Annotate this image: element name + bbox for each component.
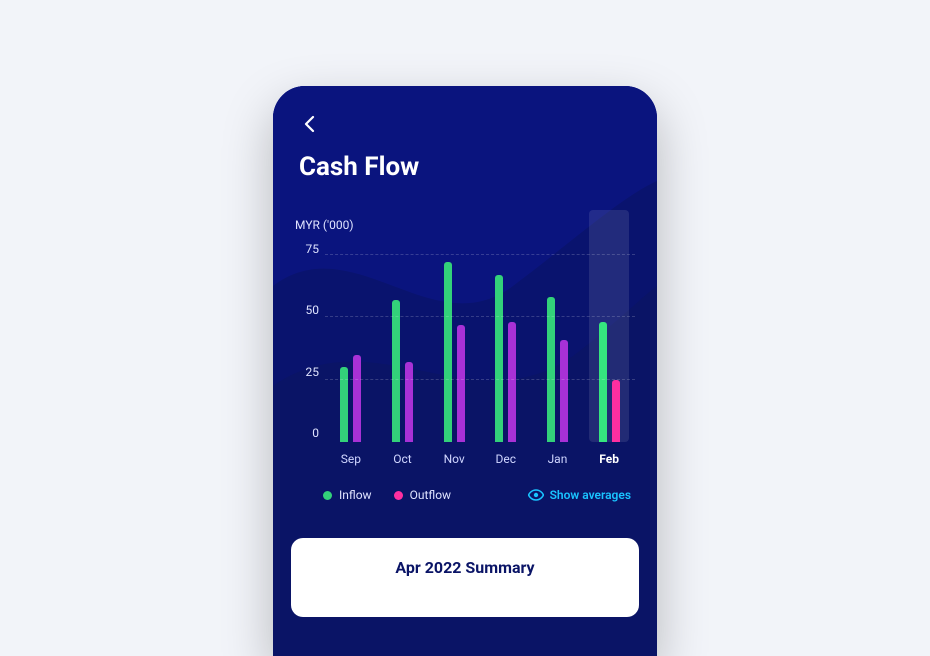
grid-line <box>325 379 635 380</box>
bar-group[interactable] <box>434 242 474 442</box>
x-tick: Feb <box>589 452 629 466</box>
bar-group[interactable] <box>486 242 526 442</box>
show-averages-label: Show averages <box>550 488 631 502</box>
outflow-bar <box>508 322 516 442</box>
legend-item: Outflow <box>394 488 451 502</box>
inflow-bar <box>495 275 503 443</box>
y-tick: 50 <box>306 303 320 317</box>
x-tick: Dec <box>486 452 526 466</box>
outflow-bar <box>612 380 620 443</box>
header: Cash Flow <box>273 86 657 190</box>
back-icon[interactable] <box>299 114 319 134</box>
y-axis-label: MYR ('000) <box>295 218 635 232</box>
legend-label: Inflow <box>339 488 372 502</box>
inflow-bar <box>599 322 607 442</box>
inflow-bar <box>444 262 452 442</box>
x-tick: Jan <box>537 452 577 466</box>
outflow-bar <box>560 340 568 443</box>
plot-wrap: 75 50 25 0 <box>295 242 635 442</box>
y-tick: 75 <box>306 242 320 256</box>
bar-group[interactable] <box>589 242 629 442</box>
grid-line <box>325 254 635 255</box>
page-title: Cash Flow <box>299 152 631 182</box>
summary-title: Apr 2022 Summary <box>311 558 619 577</box>
y-tick: 25 <box>306 365 320 379</box>
legend-swatch <box>323 491 332 500</box>
phone-frame: Cash Flow MYR ('000) 75 50 25 0 Sep Oct Nov De… <box>273 86 657 656</box>
chart: MYR ('000) 75 50 25 0 Sep Oct Nov Dec Jan Feb <box>273 190 657 466</box>
y-axis: 75 50 25 0 <box>295 242 319 442</box>
legend-item: Inflow <box>323 488 372 502</box>
bar-group[interactable] <box>382 242 422 442</box>
y-tick: 0 <box>312 426 319 440</box>
bar-group[interactable] <box>537 242 577 442</box>
inflow-bar <box>392 300 400 443</box>
grid-line <box>325 316 635 317</box>
bars-container <box>325 242 635 442</box>
bar-group[interactable] <box>331 242 371 442</box>
outflow-bar <box>457 325 465 443</box>
show-averages-button[interactable]: Show averages <box>528 488 631 502</box>
x-axis: Sep Oct Nov Dec Jan Feb <box>325 442 635 466</box>
legend-items: Inflow Outflow <box>323 488 451 502</box>
outflow-bar <box>353 355 361 443</box>
outflow-bar <box>405 362 413 442</box>
legend-label: Outflow <box>410 488 451 502</box>
plot <box>325 242 635 442</box>
eye-icon <box>528 489 544 501</box>
x-tick: Sep <box>331 452 371 466</box>
summary-card: Apr 2022 Summary <box>291 538 639 617</box>
legend-row: Inflow Outflow Show averages <box>273 466 657 502</box>
inflow-bar <box>547 297 555 442</box>
x-tick: Nov <box>434 452 474 466</box>
x-tick: Oct <box>382 452 422 466</box>
legend-swatch <box>394 491 403 500</box>
